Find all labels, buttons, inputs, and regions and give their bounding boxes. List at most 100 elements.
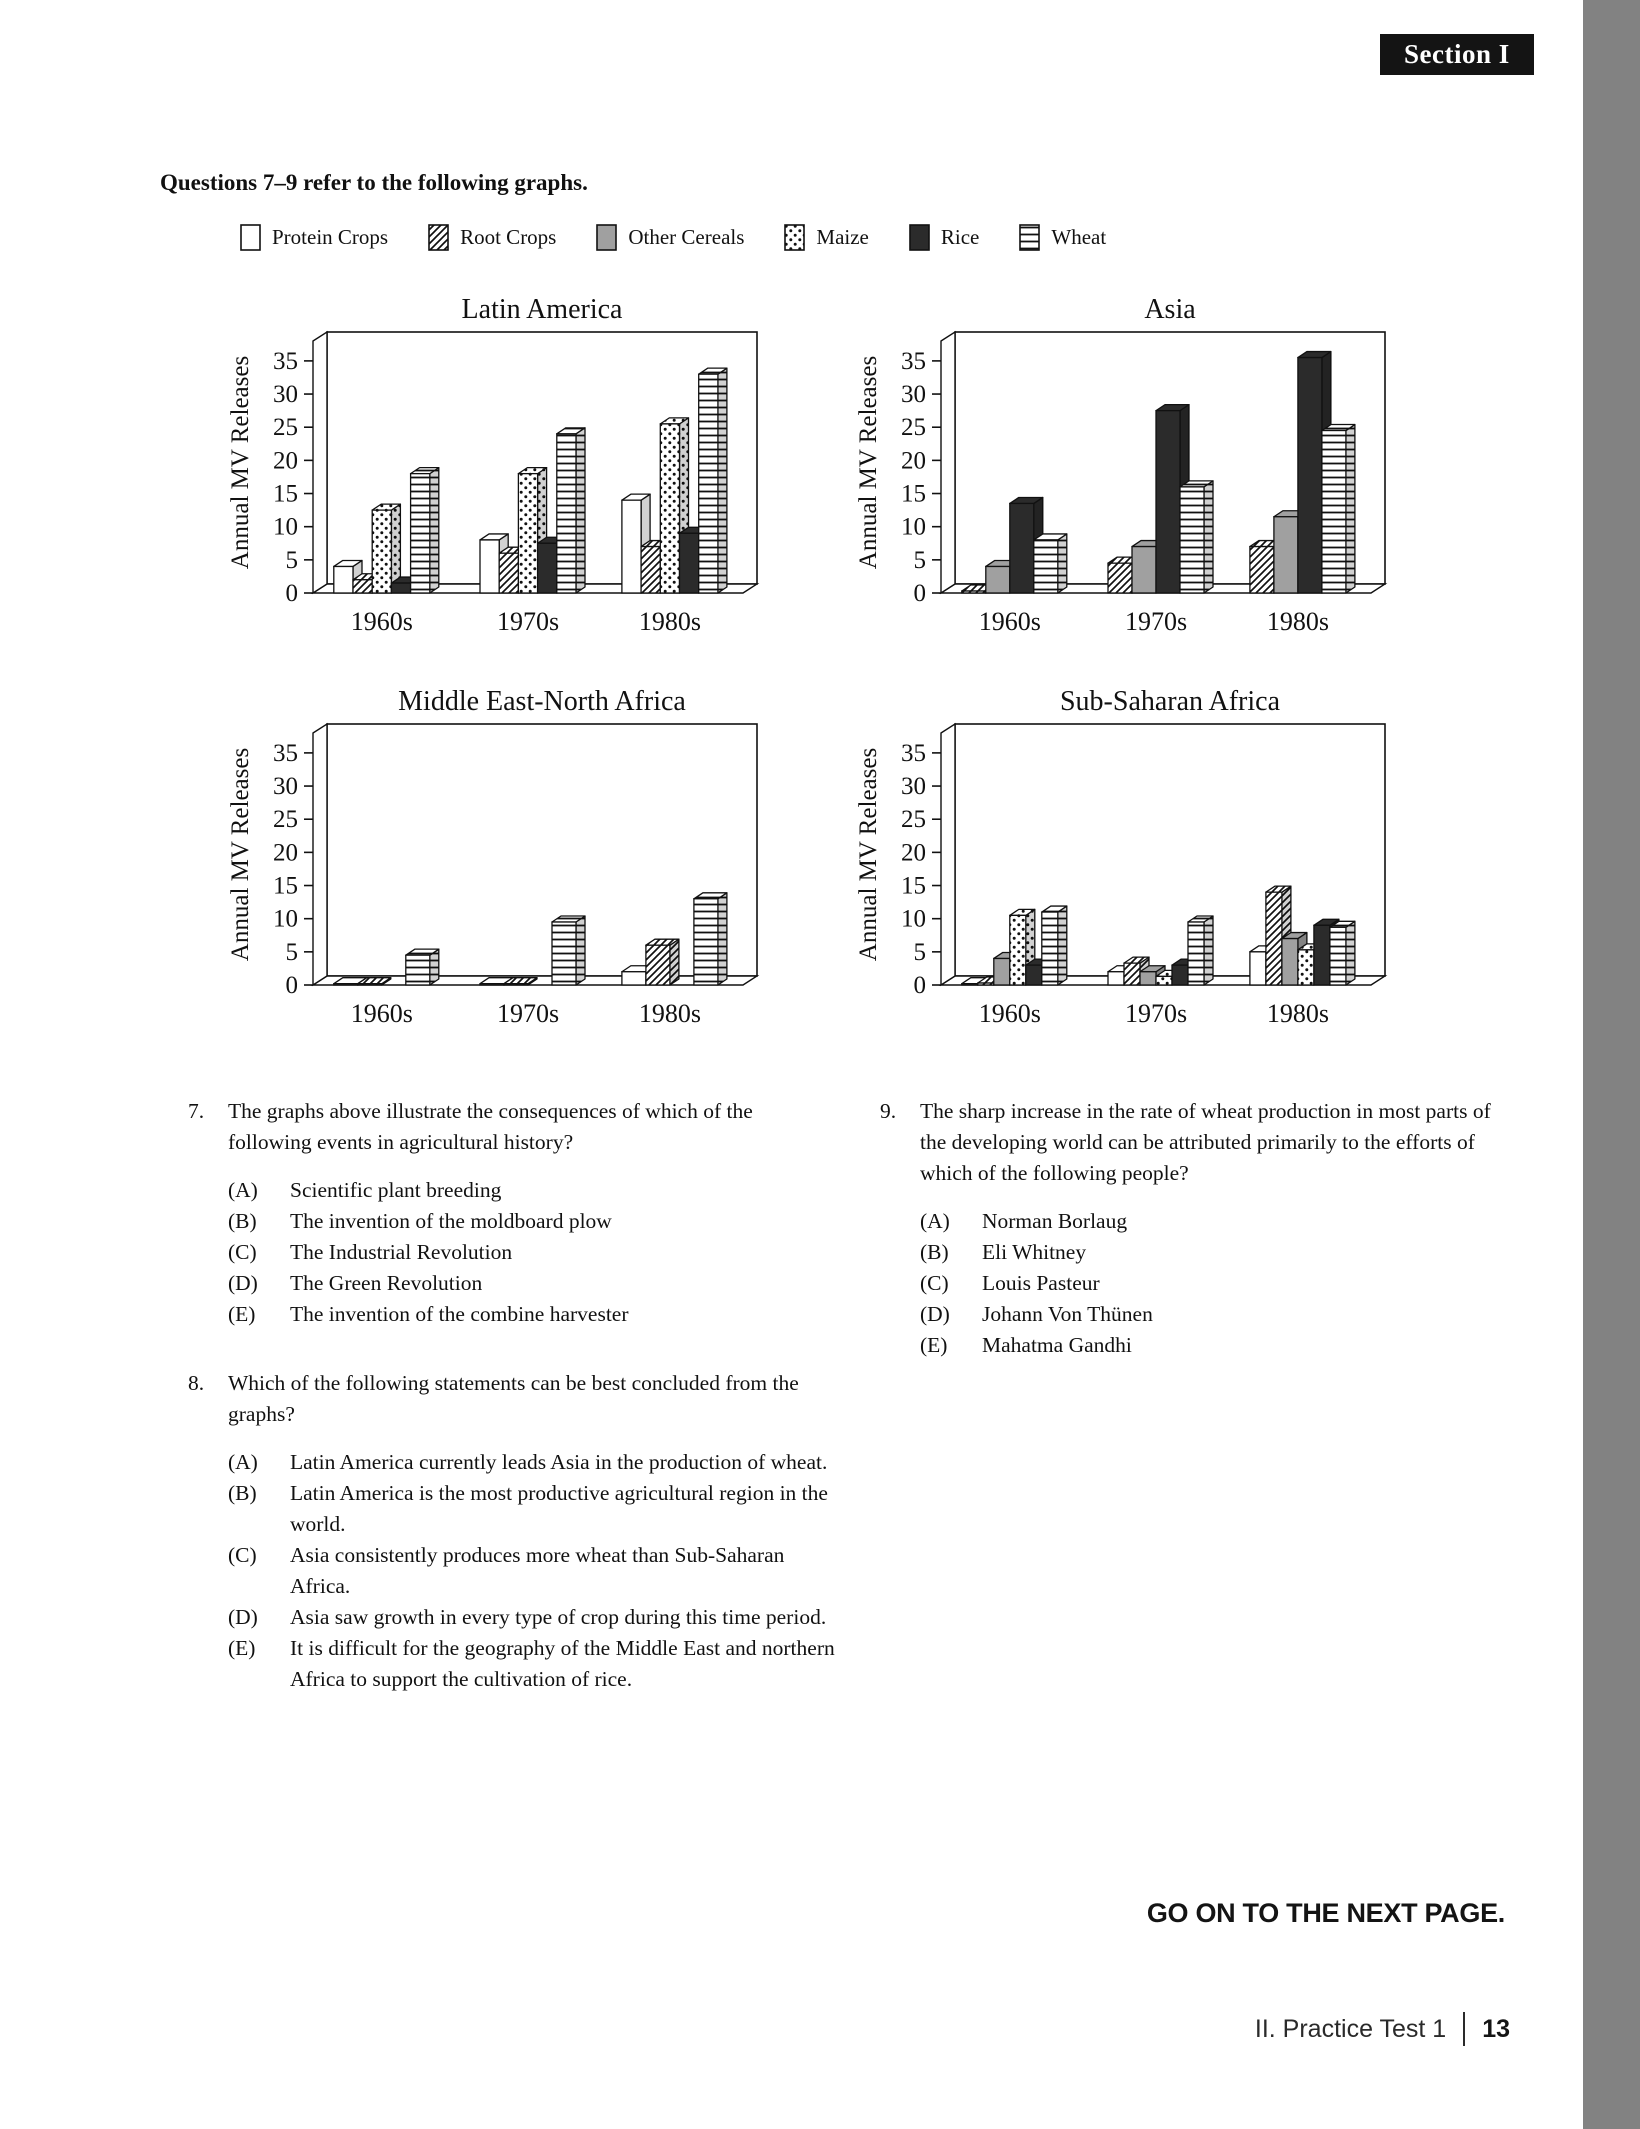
option-text: Eli Whitney xyxy=(982,1240,1087,1264)
y-tick-label: 35 xyxy=(901,740,926,767)
legend-label: Rice xyxy=(940,225,980,249)
plot-left-wall xyxy=(312,330,328,595)
bar-wheat-1980s xyxy=(1329,920,1356,986)
y-tick-label: 10 xyxy=(273,514,298,541)
chart-svg-asia: Asia Annual MV Releases 0 5 10 15 20 25 30 35 1960… xyxy=(855,294,1388,636)
y-axis-label: Annual MV Releases xyxy=(227,356,254,569)
chart-title: Latin America xyxy=(462,294,624,325)
legend-label: Other Cereals xyxy=(628,225,745,249)
legend-swatch-maize-icon xyxy=(784,224,806,251)
y-axis-label: Annual MV Releases xyxy=(855,748,882,961)
page-number: 13 xyxy=(1482,2014,1510,2043)
questions-column-left: 7. The graphs above illustrate the conseq… xyxy=(188,1096,843,1733)
option-letter: (D) xyxy=(920,1302,950,1326)
question-stem: The graphs above illustrate the conseque… xyxy=(228,1099,753,1154)
y-tick-label: 0 xyxy=(914,580,927,607)
bar-wheat-1960s xyxy=(1041,905,1068,986)
legend-swatch-wheat-icon xyxy=(1019,224,1041,251)
answer-option-c: (C) The Industrial Revolution xyxy=(228,1237,843,1268)
footer-label: II. Practice Test 1 xyxy=(1254,2014,1447,2043)
legend-item-root-crops: Root Crops xyxy=(428,224,556,251)
chart-svg-sub-saharan-africa: Sub-Saharan Africa Annual MV Releases 0 5 10… xyxy=(855,686,1388,1028)
legend-label: Protein Crops xyxy=(272,225,389,249)
bar-wheat-1980s xyxy=(693,892,728,986)
y-tick-label: 15 xyxy=(273,481,298,508)
footer-divider xyxy=(1463,2012,1466,2046)
bar-wheat-1970s xyxy=(1179,480,1214,594)
legend-label: Root Crops xyxy=(460,225,557,249)
bar-wheat-1970s xyxy=(1187,915,1214,986)
y-tick-label: 20 xyxy=(901,447,926,474)
y-tick-label: 0 xyxy=(286,580,299,607)
option-letter: (A) xyxy=(228,1450,258,1474)
answer-option-e: (E) It is difficult for the geography of … xyxy=(228,1633,843,1695)
option-letter: (A) xyxy=(228,1178,258,1202)
answer-option-b: (B) The invention of the moldboard plow xyxy=(228,1206,843,1237)
answer-option-d: (D) Johann Von Thünen xyxy=(920,1299,1528,1330)
chart-middle-east-north-africa: Middle East-North Africa Annual MV Releas… xyxy=(222,684,782,1034)
bar-wheat-1960s xyxy=(1033,533,1068,594)
x-category-label: 1970s xyxy=(1125,999,1187,1028)
option-text: Johann Von Thünen xyxy=(982,1302,1153,1326)
bar-wheat-1970s xyxy=(556,427,586,594)
y-tick-label: 25 xyxy=(273,414,298,441)
question-number: 7. xyxy=(188,1099,205,1123)
y-axis-label: Annual MV Releases xyxy=(227,748,254,961)
questions-intro-heading: Questions 7–9 refer to the following gra… xyxy=(160,170,588,195)
bar-root-crops-1970s xyxy=(503,977,538,986)
x-category-label: 1960s xyxy=(351,999,413,1028)
page-footer: II. Practice Test 1 13 xyxy=(1255,2012,1510,2046)
legend-label: Wheat xyxy=(1051,225,1107,249)
y-tick-label: 15 xyxy=(273,873,298,900)
answer-option-c: (C) Louis Pasteur xyxy=(920,1268,1528,1299)
option-text: The Industrial Revolution xyxy=(290,1240,513,1264)
y-tick-label: 15 xyxy=(901,873,926,900)
page-edge-strip xyxy=(1583,0,1640,2129)
answer-option-d: (D) Asia saw growth in every type of crop… xyxy=(228,1602,843,1633)
go-on-instruction: GO ON TO THE NEXT PAGE. xyxy=(1146,1898,1505,1928)
y-tick-label: 5 xyxy=(286,547,299,574)
chart-svg-middle-east-north-africa: Middle East-North Africa Annual MV Releas… xyxy=(227,686,760,1028)
plot-back-wall xyxy=(326,723,758,977)
option-text: Asia consistently produces more wheat th… xyxy=(290,1543,785,1598)
legend-item-other-cereals: Other Cereals xyxy=(596,224,744,251)
y-tick-label: 5 xyxy=(914,939,927,966)
legend-swatch-protein-icon xyxy=(240,224,261,251)
option-text: It is difficult for the geography of the… xyxy=(290,1636,835,1691)
y-tick-label: 25 xyxy=(273,806,298,833)
bar-wheat-1980s xyxy=(698,367,728,594)
legend-label: Maize xyxy=(816,225,869,249)
y-tick-label: 30 xyxy=(273,773,298,800)
answer-option-a: (A) Scientific plant breeding xyxy=(228,1175,843,1206)
plot-left-wall xyxy=(312,722,328,987)
option-letter: (A) xyxy=(920,1209,950,1233)
option-text: The Green Revolution xyxy=(290,1271,483,1295)
answer-option-c: (C) Asia consistently produces more wheat… xyxy=(228,1540,843,1602)
plot-left-wall xyxy=(940,330,956,595)
y-tick-label: 0 xyxy=(286,972,299,999)
legend-swatch-root-icon xyxy=(428,224,449,251)
question-number: 9. xyxy=(880,1099,897,1123)
y-tick-label: 20 xyxy=(901,839,926,866)
chart-title: Asia xyxy=(1144,294,1196,325)
y-tick-label: 10 xyxy=(273,906,298,933)
answer-option-a: (A) Latin America currently leads Asia in… xyxy=(228,1447,843,1478)
questions-column-right: 9. The sharp increase in the rate of whea… xyxy=(880,1096,1528,1399)
question-number: 8. xyxy=(188,1371,205,1395)
y-tick-label: 35 xyxy=(273,348,298,375)
legend-item-maize: Maize xyxy=(784,224,869,251)
x-category-label: 1970s xyxy=(497,999,559,1028)
option-text: Mahatma Gandhi xyxy=(982,1333,1132,1357)
option-text: The invention of the combine harvester xyxy=(290,1302,629,1326)
legend-item-wheat: Wheat xyxy=(1019,224,1106,251)
answer-option-b: (B) Eli Whitney xyxy=(920,1237,1528,1268)
y-tick-label: 35 xyxy=(273,740,298,767)
option-text: Scientific plant breeding xyxy=(290,1178,502,1202)
y-tick-label: 25 xyxy=(901,414,926,441)
answer-option-b: (B) Latin America is the most productive … xyxy=(228,1478,843,1540)
option-letter: (B) xyxy=(920,1240,949,1264)
bar-wheat-1960s xyxy=(409,466,440,594)
legend-item-rice: Rice xyxy=(909,224,979,251)
bar-root-crops-1980s xyxy=(645,938,680,986)
